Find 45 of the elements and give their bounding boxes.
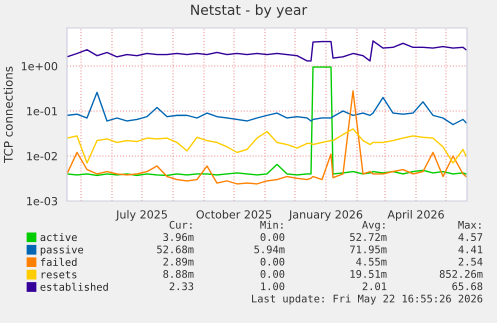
y-tick-label: 1e+00 <box>22 62 58 70</box>
x-tick-label: July 2025 <box>116 210 167 221</box>
x-tick-label: January 2026 <box>288 210 362 221</box>
legend-label: failed <box>40 258 76 266</box>
text: 5.94m <box>254 245 285 254</box>
text: 19.51m <box>350 270 387 278</box>
text: 2.33 <box>170 282 194 290</box>
text: 2.54 <box>458 258 483 266</box>
legend-label: passive <box>40 245 84 256</box>
line-series <box>67 128 467 164</box>
text: 71.95m <box>350 245 387 254</box>
legend-label: active <box>40 233 77 242</box>
text: 8.88m <box>163 270 194 278</box>
text: Min: <box>260 220 282 229</box>
text: 52.72m <box>350 233 387 242</box>
text: Max: <box>458 221 480 229</box>
text: 852.26m <box>440 270 483 278</box>
text: 0.00 <box>260 233 284 242</box>
text: 0.00 <box>260 270 284 278</box>
text: 1.00 <box>261 282 284 290</box>
text: 52.68m <box>157 245 194 254</box>
legend-label: resets <box>42 270 76 278</box>
text: Last update: Fri May 22 16:55:26 2026 <box>252 294 482 305</box>
text: 2.89m <box>163 258 194 266</box>
text: 4.41 <box>458 246 482 254</box>
text: 3.96m <box>163 233 194 242</box>
text: Avg: <box>362 220 384 231</box>
line-series <box>67 92 467 126</box>
text: Cur: <box>170 220 192 229</box>
text: 65.68 <box>452 282 482 290</box>
line-series <box>67 90 467 185</box>
text: 0.00 <box>260 258 284 266</box>
y-axis-title: TCP connections <box>4 66 13 163</box>
text: 4.57 <box>458 233 482 242</box>
text: 2.01 <box>362 282 386 290</box>
line-series <box>67 40 467 62</box>
y-tick-label: 1e-01 <box>27 106 57 116</box>
legend-label: established <box>40 282 108 291</box>
y-tick-label: 1e-02 <box>27 152 57 160</box>
y-tick-label: 1e-03 <box>27 196 58 206</box>
chart-title: Netstat - by year <box>191 4 308 18</box>
x-tick-label: October 2025 <box>196 210 272 219</box>
text: 4.55m <box>356 258 387 266</box>
line-series <box>67 66 467 176</box>
x-tick-label: April 2026 <box>387 210 444 221</box>
